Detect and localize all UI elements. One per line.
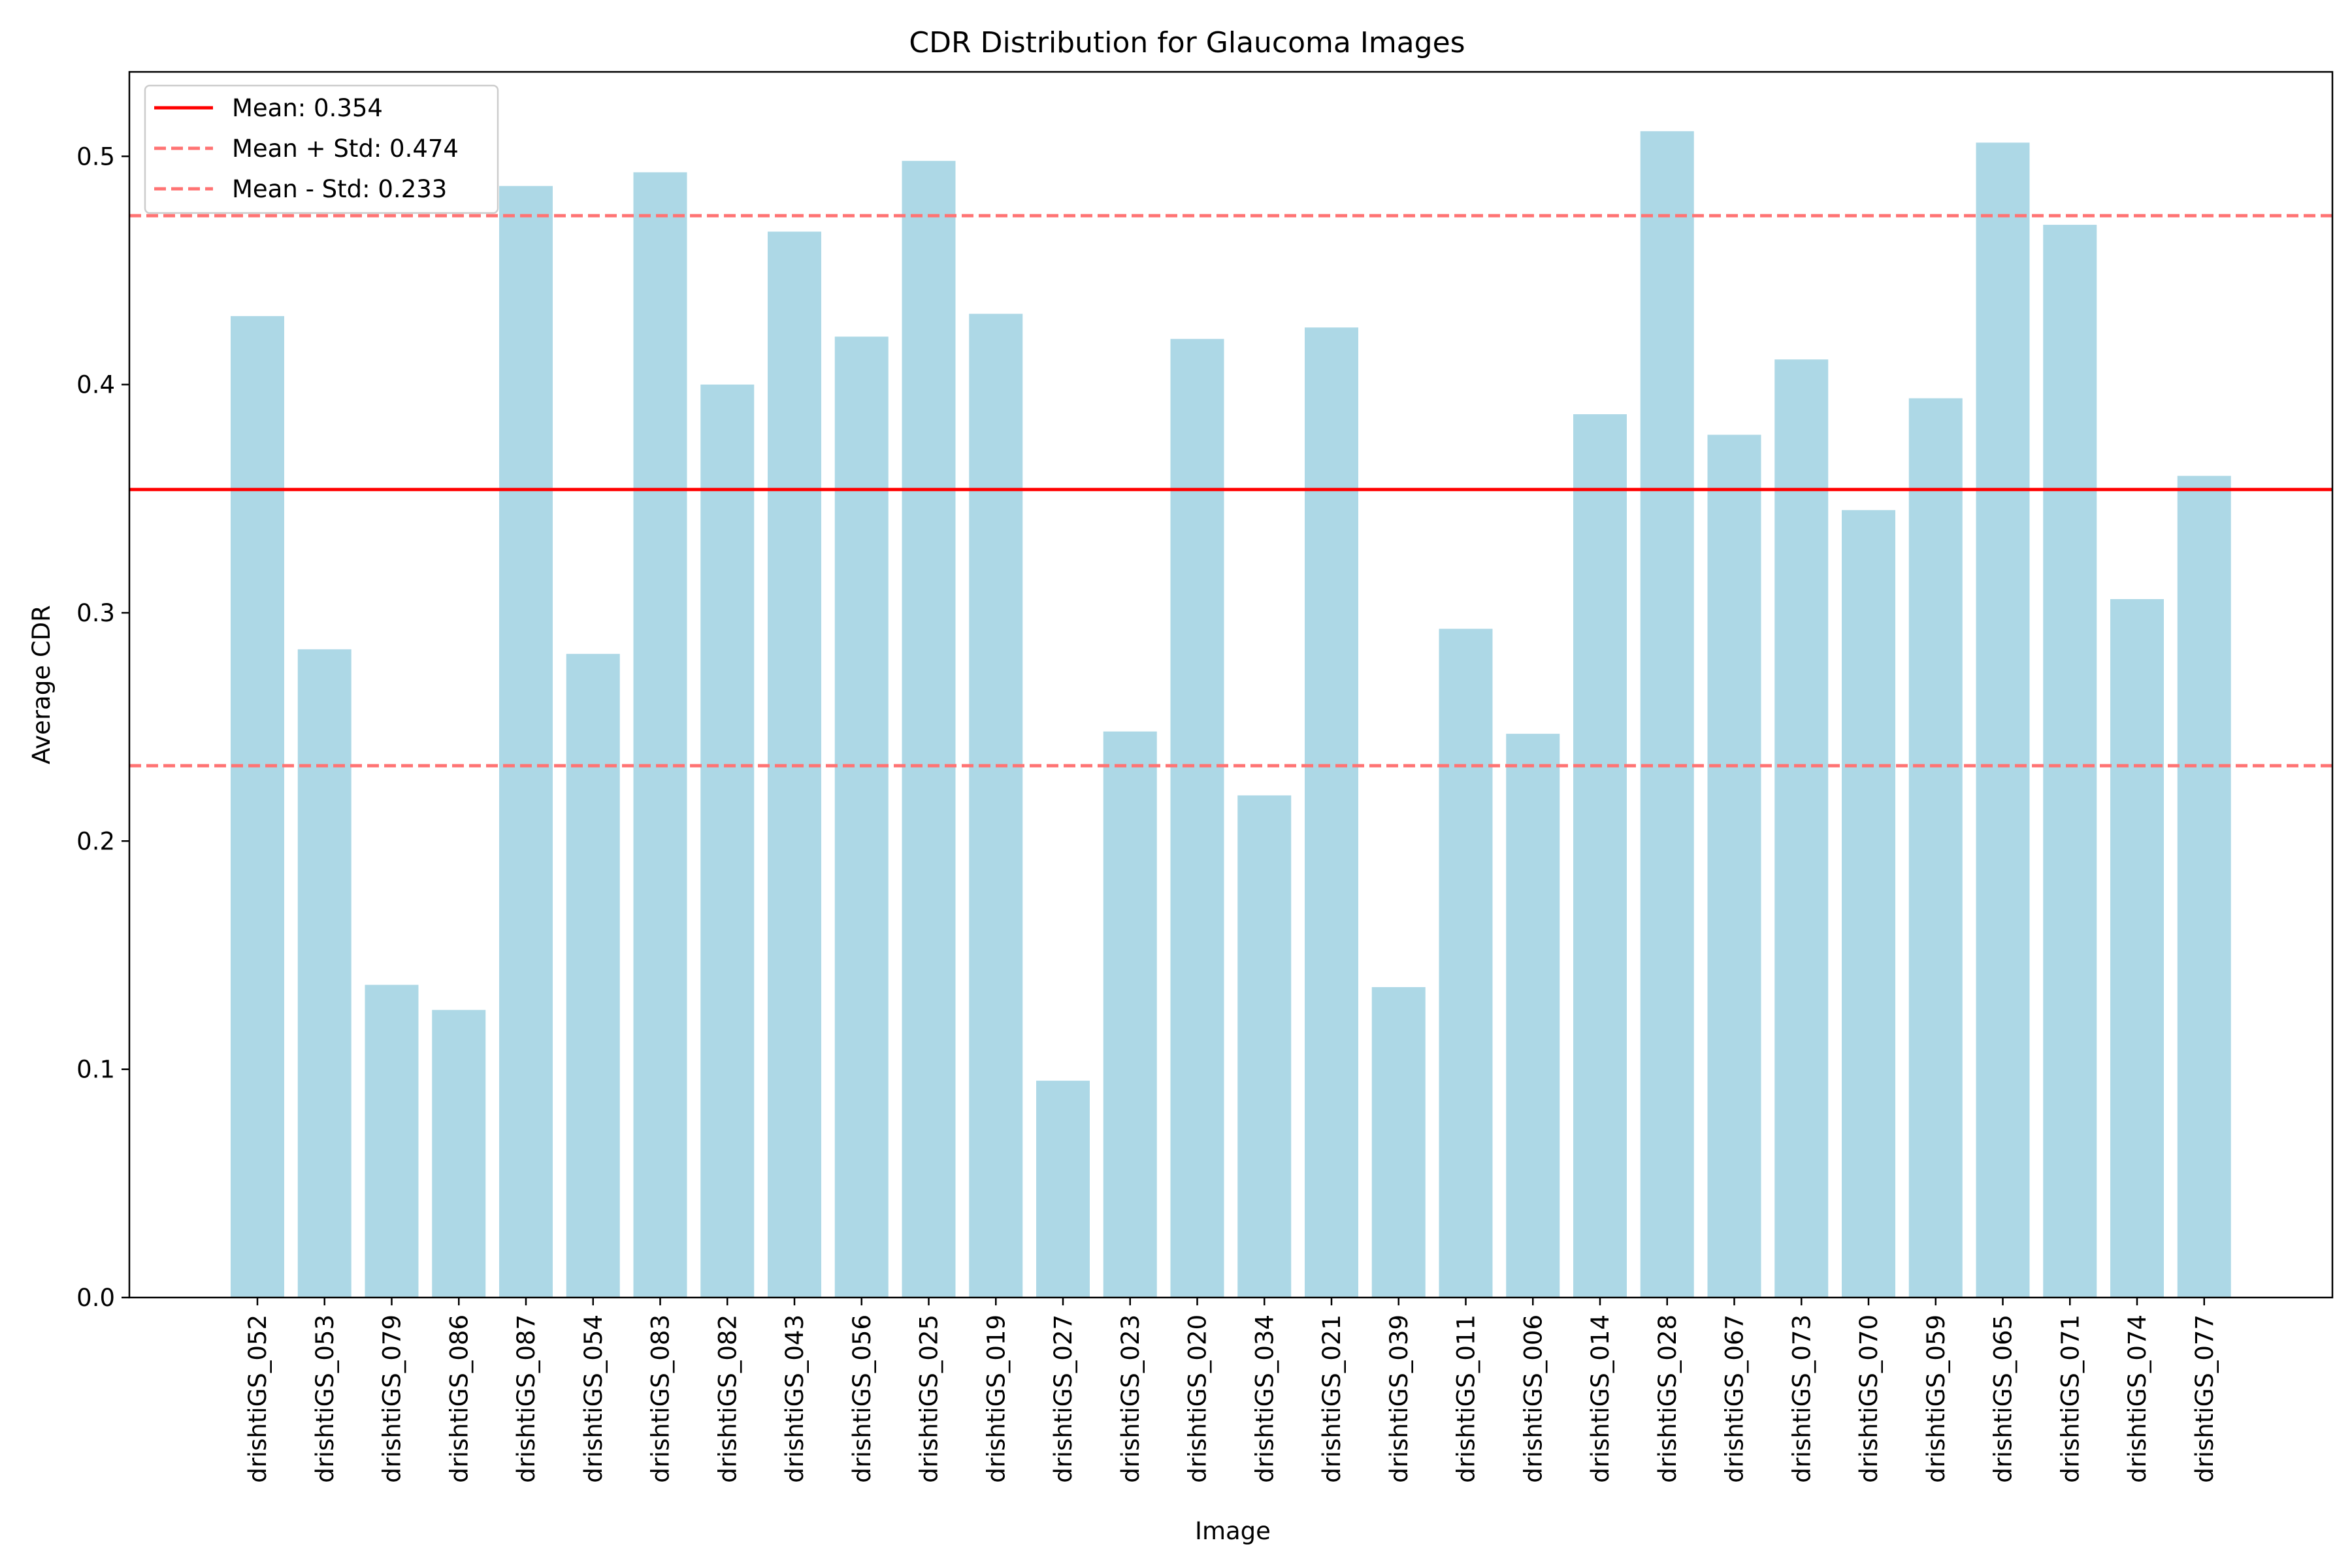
y-tick-label: 0.3 (76, 599, 115, 627)
bar-drishtiGS_073 (1774, 359, 1829, 1298)
bar-drishtiGS_021 (1305, 327, 1358, 1298)
axes-frame (128, 71, 2334, 1299)
plot-area: 0.0 0.1 0.2 0.3 0.4 0.5 drishtiGS_052 drishtiGS… (76, 71, 2334, 1483)
chart-title: CDR Distribution for Glaucoma Images (909, 26, 1465, 59)
x-tick-label: drishtiGS_023 (1117, 1315, 1145, 1483)
bar-drishtiGS_082 (700, 384, 755, 1298)
legend-label: Mean: 0.354 (232, 94, 383, 122)
x-tick-label: drishtiGS_025 (915, 1315, 943, 1483)
x-tick-label: drishtiGS_039 (1385, 1315, 1413, 1483)
x-tick-label: drishtiGS_056 (848, 1315, 876, 1483)
bar-drishtiGS_019 (969, 314, 1023, 1298)
bar-drishtiGS_028 (1640, 131, 1694, 1298)
y-tick-label: 0.4 (76, 371, 115, 399)
bar-drishtiGS_056 (834, 336, 889, 1298)
bar-drishtiGS_014 (1573, 414, 1627, 1298)
bar-drishtiGS_053 (297, 649, 351, 1298)
legend: Mean: 0.354 Mean + Std: 0.474 Mean - Std: … (144, 84, 499, 214)
x-tick-label: drishtiGS_027 (1049, 1315, 1077, 1483)
bar-drishtiGS_074 (2110, 598, 2164, 1298)
bar-drishtiGS_059 (1908, 398, 1963, 1298)
x-tick-label: drishtiGS_065 (1989, 1315, 2017, 1483)
legend-frame (144, 84, 499, 214)
x-tick-label: drishtiGS_067 (1721, 1315, 1749, 1483)
x-tick-label: drishtiGS_006 (1519, 1315, 1547, 1483)
bar-drishtiGS_011 (1439, 629, 1493, 1298)
y-tick-label: 0.5 (76, 142, 115, 171)
bar-drishtiGS_065 (1976, 142, 2030, 1298)
x-tick-label: drishtiGS_083 (647, 1315, 675, 1483)
x-tick-label: drishtiGS_011 (1452, 1315, 1480, 1483)
x-tick-label: drishtiGS_014 (1586, 1315, 1614, 1483)
y-axis-label: Average CDR (27, 605, 56, 764)
bar-drishtiGS_083 (633, 172, 687, 1298)
x-tick-label: drishtiGS_071 (2056, 1315, 2084, 1483)
x-tick-label: drishtiGS_020 (1184, 1315, 1212, 1483)
x-tick-label: drishtiGS_019 (982, 1315, 1010, 1483)
bar-drishtiGS_079 (365, 985, 419, 1298)
bar-drishtiGS_006 (1506, 734, 1560, 1298)
x-tick-label: drishtiGS_021 (1318, 1315, 1346, 1483)
x-tick-label: drishtiGS_059 (1922, 1315, 1950, 1483)
x-axis-label: Image (1195, 1517, 1271, 1545)
x-tick-label: drishtiGS_054 (580, 1315, 608, 1483)
bar-drishtiGS_052 (231, 316, 284, 1298)
y-tick-label: 0.0 (76, 1284, 115, 1312)
bar-drishtiGS_070 (1842, 510, 1895, 1298)
bar-drishtiGS_087 (499, 186, 553, 1298)
x-tick-label: drishtiGS_043 (781, 1315, 809, 1483)
x-tick-label: drishtiGS_087 (512, 1315, 540, 1483)
bar-drishtiGS_039 (1371, 987, 1426, 1298)
bar-drishtiGS_025 (902, 161, 956, 1298)
x-tick-label: drishtiGS_077 (2191, 1315, 2219, 1483)
bar-drishtiGS_067 (1707, 434, 1761, 1298)
bar-drishtiGS_020 (1170, 338, 1224, 1298)
x-tick-label: drishtiGS_028 (1654, 1315, 1682, 1483)
legend-label: Mean + Std: 0.474 (232, 135, 459, 163)
bar-drishtiGS_027 (1036, 1081, 1090, 1298)
x-tick-label: drishtiGS_052 (244, 1315, 272, 1483)
x-tick-label: drishtiGS_074 (2123, 1315, 2151, 1483)
x-tick-label: drishtiGS_034 (1250, 1315, 1279, 1483)
y-tick-label: 0.1 (76, 1056, 115, 1084)
legend-label: Mean - Std: 0.233 (232, 175, 447, 203)
bar-drishtiGS_034 (1237, 795, 1292, 1298)
x-tick-label: drishtiGS_082 (713, 1315, 742, 1483)
y-tick-label: 0.2 (76, 827, 115, 855)
bar-drishtiGS_054 (566, 653, 620, 1298)
x-tick-label: drishtiGS_053 (311, 1315, 339, 1483)
x-tick-label: drishtiGS_086 (445, 1315, 473, 1483)
bar-drishtiGS_086 (432, 1009, 486, 1298)
bar-drishtiGS_077 (2177, 476, 2231, 1298)
x-tick-label: drishtiGS_079 (378, 1315, 406, 1483)
bar-drishtiGS_023 (1103, 731, 1157, 1298)
x-tick-label: drishtiGS_073 (1788, 1315, 1816, 1483)
bar-drishtiGS_071 (2043, 225, 2097, 1298)
x-tick-label: drishtiGS_070 (1855, 1315, 1883, 1483)
